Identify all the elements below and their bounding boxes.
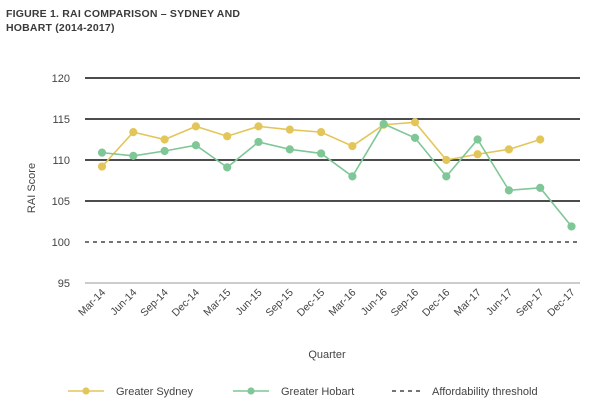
data-point: [348, 141, 357, 151]
data-point: [410, 133, 420, 142]
x-tick-label: Mar-15: [201, 287, 233, 319]
data-point: [348, 172, 357, 181]
data-point: [536, 183, 545, 192]
legend-item-hobart: Greater Hobart: [233, 386, 354, 398]
data-point: [160, 146, 169, 156]
x-tick-label: Sep-16: [389, 287, 422, 320]
data-point: [191, 122, 200, 131]
y-tick-label: 100: [52, 237, 70, 249]
data-point: [129, 128, 138, 137]
grid-layer: [85, 77, 580, 284]
data-point: [473, 135, 482, 144]
series-greater-hobart: [97, 119, 576, 231]
x-tick-label: Jun-17: [484, 287, 515, 318]
legend: Greater Sydney Greater Hobart Affordabilit…: [68, 386, 538, 398]
data-point: [191, 141, 200, 150]
data-point: [254, 137, 263, 147]
y-tick-label: 115: [52, 114, 70, 126]
y-tick-label: 105: [52, 196, 70, 208]
data-point: [97, 148, 107, 157]
x-axis-label: Quarter: [308, 349, 346, 361]
x-tick-label: Mar-14: [76, 287, 108, 319]
x-tick-label: Mar-16: [327, 287, 359, 319]
legend-item-sydney: Greater Sydney: [68, 386, 194, 398]
data-point: [285, 125, 294, 134]
x-tick-label: Dec-14: [170, 287, 203, 320]
x-tick-label: Dec-17: [545, 287, 578, 320]
legend-swatch-marker: [82, 387, 90, 395]
series-greater-sydney: [97, 118, 545, 171]
series-line: [101, 122, 573, 227]
x-tick-label: Jun-15: [233, 287, 264, 318]
x-tick-label: Jun-16: [359, 287, 390, 318]
legend-label: Greater Hobart: [281, 386, 354, 398]
data-point: [285, 145, 294, 154]
x-tick-label: Sep-17: [514, 287, 547, 320]
x-tick-label: Dec-16: [420, 287, 453, 320]
data-point: [223, 163, 232, 172]
data-point: [160, 135, 169, 144]
x-tick-label: Mar-17: [452, 287, 484, 319]
data-point: [504, 145, 513, 154]
chart-title-line-2: HOBART (2014-2017): [6, 22, 115, 34]
data-point: [317, 128, 326, 137]
data-point: [317, 149, 326, 158]
data-point: [254, 122, 263, 131]
y-tick-label: 110: [52, 155, 70, 167]
data-point: [442, 172, 451, 181]
y-tick-label: 120: [52, 73, 70, 85]
data-point: [410, 118, 420, 127]
data-point: [223, 132, 232, 141]
data-point: [379, 119, 388, 129]
legend-label: Affordability threshold: [432, 386, 538, 398]
x-tick-label: Jun-14: [108, 287, 139, 318]
legend-label: Greater Sydney: [116, 386, 194, 398]
x-tick-label: Dec-15: [295, 287, 328, 320]
y-tick-labels: 95 100 105 110 115 120: [52, 73, 70, 290]
legend-item-threshold: Affordability threshold: [392, 386, 538, 398]
data-point: [567, 222, 576, 231]
data-point: [129, 151, 138, 160]
x-tick-label: Sep-15: [263, 287, 296, 320]
legend-swatch-marker: [247, 387, 255, 395]
data-point: [97, 162, 107, 171]
y-axis-label: RAI Score: [26, 163, 38, 213]
data-point: [442, 155, 451, 165]
x-tick-label: Sep-14: [138, 287, 171, 320]
data-point: [504, 186, 513, 195]
series-layer: [97, 118, 576, 231]
y-tick-label: 95: [58, 278, 70, 290]
data-point: [536, 135, 545, 144]
chart-title-line-1: FIGURE 1. RAI COMPARISON – SYDNEY AND: [6, 8, 241, 20]
data-point: [473, 150, 482, 159]
